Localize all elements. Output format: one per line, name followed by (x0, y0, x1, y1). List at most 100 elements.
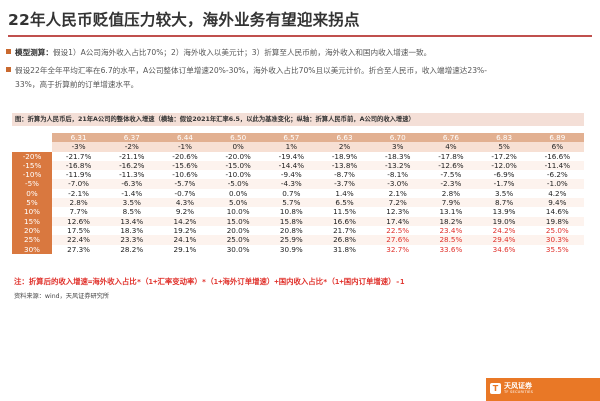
table-cell: 21.7% (333, 225, 356, 235)
table-cell: 3.5% (105, 198, 159, 208)
table-cell: -8.7% (334, 170, 355, 180)
table-cell: -11.9% (65, 170, 92, 180)
table-cell: -15.0% (211, 160, 265, 171)
table-cell: -1.0% (530, 179, 584, 189)
table-cell: 28.5% (424, 235, 478, 245)
table-cell: 7.2% (371, 198, 425, 208)
table-cell: 13.1% (439, 207, 463, 217)
row-label: 15% (12, 216, 52, 226)
table-cell: -1.7% (477, 179, 531, 189)
fx-rate-header: 6.63 (317, 133, 372, 143)
title-underline (8, 35, 592, 37)
table-cell: -13.8% (317, 160, 372, 171)
table-cell: 5.7% (264, 198, 318, 208)
fx-change-header: 0% (211, 142, 265, 152)
table-cell: 2.1% (388, 188, 407, 198)
table-cell: 7.9% (424, 198, 478, 208)
corner-cell (12, 142, 52, 152)
fx-change-header: 2% (317, 142, 372, 152)
table-caption: 图：折算为人民币后，21年A公司的整体收入增速（横轴：假设2021年汇率6.5，… (12, 113, 584, 126)
table-cell: 26.8% (317, 235, 372, 245)
table-cell: 2.8% (441, 188, 461, 198)
table-cell: -19.4% (278, 151, 305, 161)
table-cell: 13.4% (105, 216, 159, 226)
table-cell: -1.4% (121, 188, 143, 198)
table-cell: 29.1% (173, 244, 197, 254)
fx-rate-header: 6.44 (158, 133, 212, 143)
table-row: -15% -16.8% -16.2% -15.6% -15.0% -14.4% -13.8%… (12, 160, 584, 171)
bullet-text: 假设22年全年平均汇率在6.7的水平，A公司整体订单增速20%-30%，海外收入… (15, 66, 488, 75)
footer-bar (486, 378, 600, 401)
table-cell: 30.3% (530, 235, 584, 245)
row-label: 10% (12, 207, 52, 217)
table-cell: 19.2% (173, 225, 197, 235)
table-cell: 20.8% (279, 225, 303, 235)
table-cell: 17.4% (371, 216, 425, 226)
fx-change-header: 6% (530, 142, 584, 152)
row-label: 30% (12, 244, 52, 254)
bullet-label: 模型测算： (15, 48, 53, 57)
table-cell: 25.9% (264, 235, 318, 245)
table-cell: 7.7% (69, 207, 88, 217)
fx-change-header: 5% (477, 142, 531, 152)
table-cell: -18.3% (385, 151, 411, 161)
table-cell: 14.6% (545, 207, 569, 217)
table-cell: 19.8% (530, 216, 584, 226)
table-cell: 9.4% (530, 198, 584, 208)
fx-change-header: 1% (264, 142, 318, 152)
table-cell: -17.2% (491, 151, 517, 161)
table-cell: -16.8% (52, 160, 106, 171)
fx-change-header: 3% (371, 142, 425, 152)
table-cell: 22.4% (52, 235, 106, 245)
brand-mark-icon: T (490, 383, 501, 394)
formula-note: 注：折算后的收入增速=海外收入占比*（1+汇率变动率）*（1+海外订单增速）+国… (14, 277, 405, 286)
table-cell: 5.0% (211, 198, 265, 208)
bullet-assumption: 假设22年全年平均汇率在6.7的水平，A公司整体订单增速20%-30%，海外收入… (6, 64, 487, 78)
table-cell: 14.2% (158, 216, 212, 226)
table-cell: 3.5% (494, 188, 514, 198)
table-cell: 15.8% (264, 216, 318, 226)
table-cell: 33.6% (439, 244, 463, 254)
page-title: 22年人民币贬值压力较大，海外业务有望迎来拐点 (8, 11, 360, 29)
table-cell: -2.1% (68, 188, 90, 198)
fx-change-header: -2% (105, 142, 159, 152)
row-label: 25% (12, 235, 52, 245)
table-cell: 25.0% (211, 235, 265, 245)
row-label: 20% (12, 225, 52, 236)
corner-cell (12, 133, 52, 143)
table-cell: 23.3% (105, 235, 159, 245)
table-cell: -21.1% (119, 151, 145, 161)
table-cell: 18.2% (424, 216, 478, 226)
table-cell: -3.7% (317, 179, 372, 189)
table-cell: -14.4% (264, 160, 318, 171)
table-cell: 4.3% (158, 198, 212, 208)
table-cell: -5.0% (211, 179, 265, 189)
table-cell: 6.5% (317, 198, 372, 208)
table-cell: -12.0% (477, 160, 531, 171)
header-row-fx-rate: 6.31 6.37 6.44 6.50 6.57 6.63 6.70 6.76 6.83 6.89 (12, 133, 584, 143)
fx-rate-header: 6.89 (530, 133, 584, 143)
table-row: 0% -2.1% -1.4% -0.7% 0.0% 0.7% 1.4% 2.1% 2.8% 3.5… (12, 188, 584, 199)
fx-rate-header: 6.70 (371, 133, 425, 143)
table-cell: -13.2% (371, 160, 425, 171)
table-cell: 1.4% (335, 188, 354, 198)
table-cell: -8.1% (387, 170, 409, 180)
row-label: 0% (12, 188, 52, 199)
fx-change-header: -1% (158, 142, 212, 152)
table-row: 5% 2.8% 3.5% 4.3% 5.0% 5.7% 6.5% 7.2% 7.9% 8.7% 9.… (12, 198, 584, 208)
fx-rate-header: 6.76 (424, 133, 478, 143)
table-cell: 30.0% (226, 244, 250, 254)
table-cell: 32.7% (386, 244, 410, 254)
table-cell: 2.8% (52, 198, 106, 208)
fx-rate-header: 6.37 (105, 133, 159, 143)
table-cell: 9.2% (175, 207, 195, 217)
table-cell: 25.0% (545, 225, 569, 235)
table-cell: 0.7% (282, 188, 301, 198)
fx-change-header: 4% (424, 142, 478, 152)
table-cell: 8.7% (477, 198, 531, 208)
bullet-text: 假设1）A公司海外收入占比70%；2）海外收入以美元计；3）折算至人民币前，海外… (52, 48, 432, 57)
row-label: -10% (12, 170, 52, 180)
table-cell: -17.8% (438, 151, 464, 161)
table-cell: 13.9% (492, 207, 516, 217)
table-cell: 16.6% (317, 216, 372, 226)
